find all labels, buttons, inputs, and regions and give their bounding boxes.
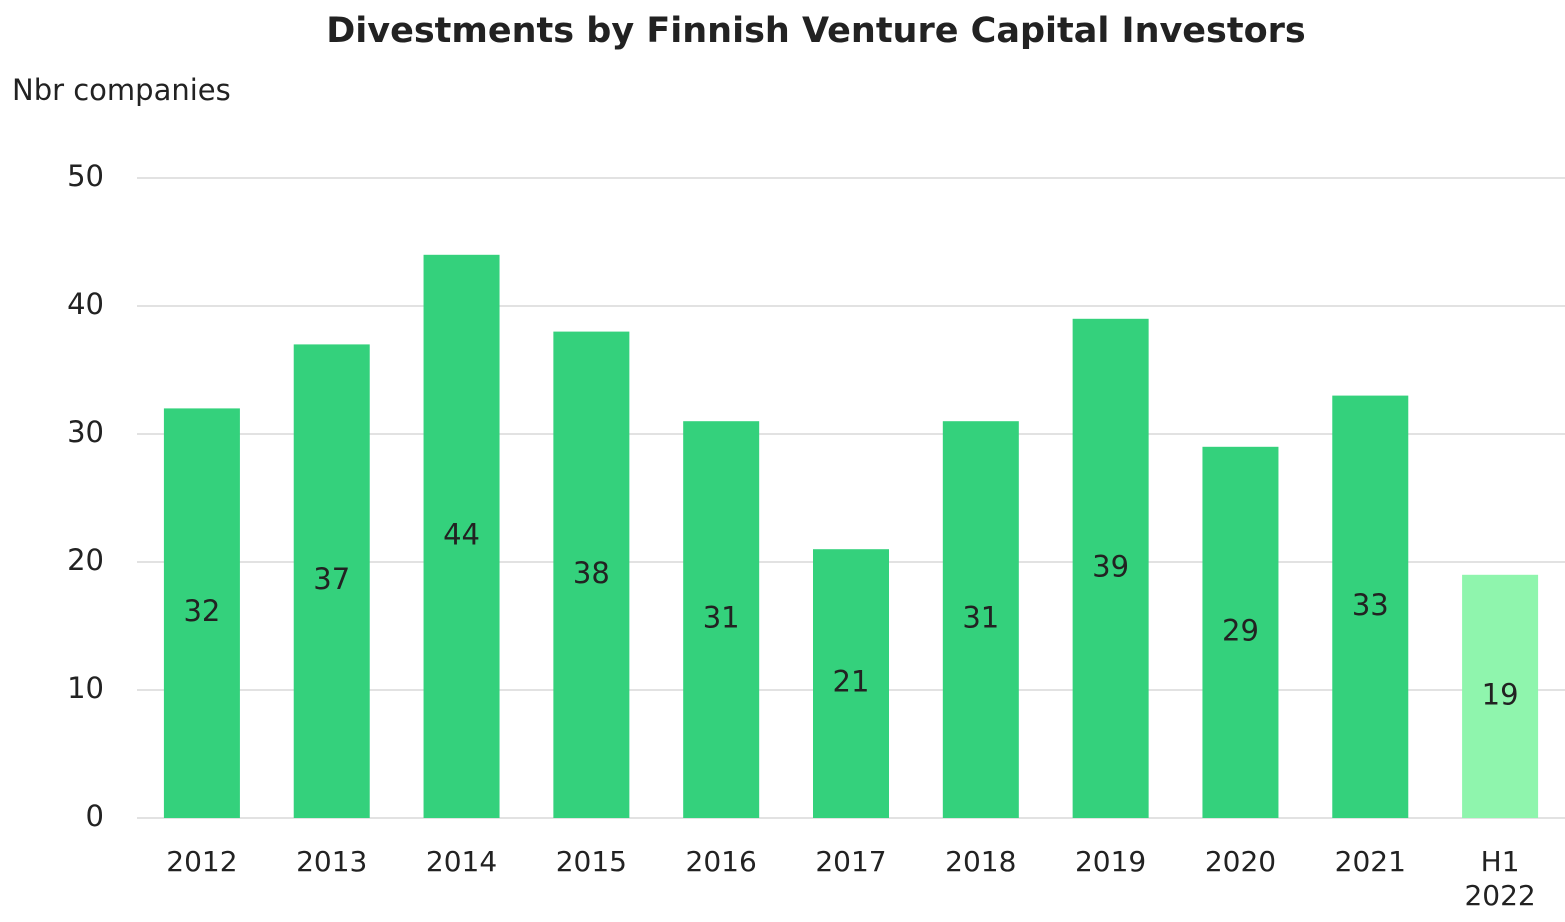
x-tick-label: 2020	[1204, 845, 1277, 878]
value-label: 33	[1352, 588, 1389, 622]
value-label: 29	[1222, 613, 1259, 647]
y-tick-label: 20	[67, 543, 104, 577]
value-label: 39	[1092, 549, 1129, 583]
x-tick-label: 2017	[815, 845, 887, 878]
x-tick-label: 2014	[425, 845, 498, 878]
x-tick-label: H1 2022	[1464, 845, 1536, 912]
x-tick-label: 2013	[296, 845, 368, 878]
x-tick-label: 2016	[685, 845, 757, 878]
bar	[1332, 395, 1409, 818]
bar	[423, 254, 500, 819]
value-label: 37	[313, 562, 350, 596]
y-tick-label: 0	[86, 799, 104, 833]
bar	[1202, 446, 1279, 818]
value-label: 21	[833, 665, 870, 699]
x-tick-label: 2015	[555, 845, 627, 878]
y-tick-label: 40	[67, 287, 104, 321]
value-label: 38	[573, 556, 610, 590]
bar	[553, 331, 630, 818]
value-label: 19	[1482, 677, 1519, 711]
bar	[942, 421, 1019, 818]
x-tick-label: 2019	[1074, 845, 1147, 878]
chart-title: Divestments by Finnish Venture Capital I…	[326, 11, 1306, 51]
bar	[293, 344, 370, 818]
y-tick-label: 50	[67, 159, 104, 193]
y-axis-label: Nbr companies	[12, 73, 231, 107]
value-label: 31	[962, 601, 999, 635]
bar	[163, 408, 240, 818]
bar	[683, 421, 760, 818]
x-tick-label: 2012	[166, 845, 238, 878]
value-label: 44	[443, 517, 480, 551]
x-tick-label: 2018	[945, 845, 1017, 878]
bar	[813, 549, 889, 818]
bar	[1072, 318, 1149, 818]
value-label: 32	[183, 594, 220, 628]
y-tick-label: 30	[67, 415, 104, 449]
x-tick-label: 2021	[1334, 845, 1406, 878]
value-label: 31	[703, 601, 740, 635]
bar	[1462, 574, 1539, 818]
y-tick-label: 10	[67, 671, 104, 705]
